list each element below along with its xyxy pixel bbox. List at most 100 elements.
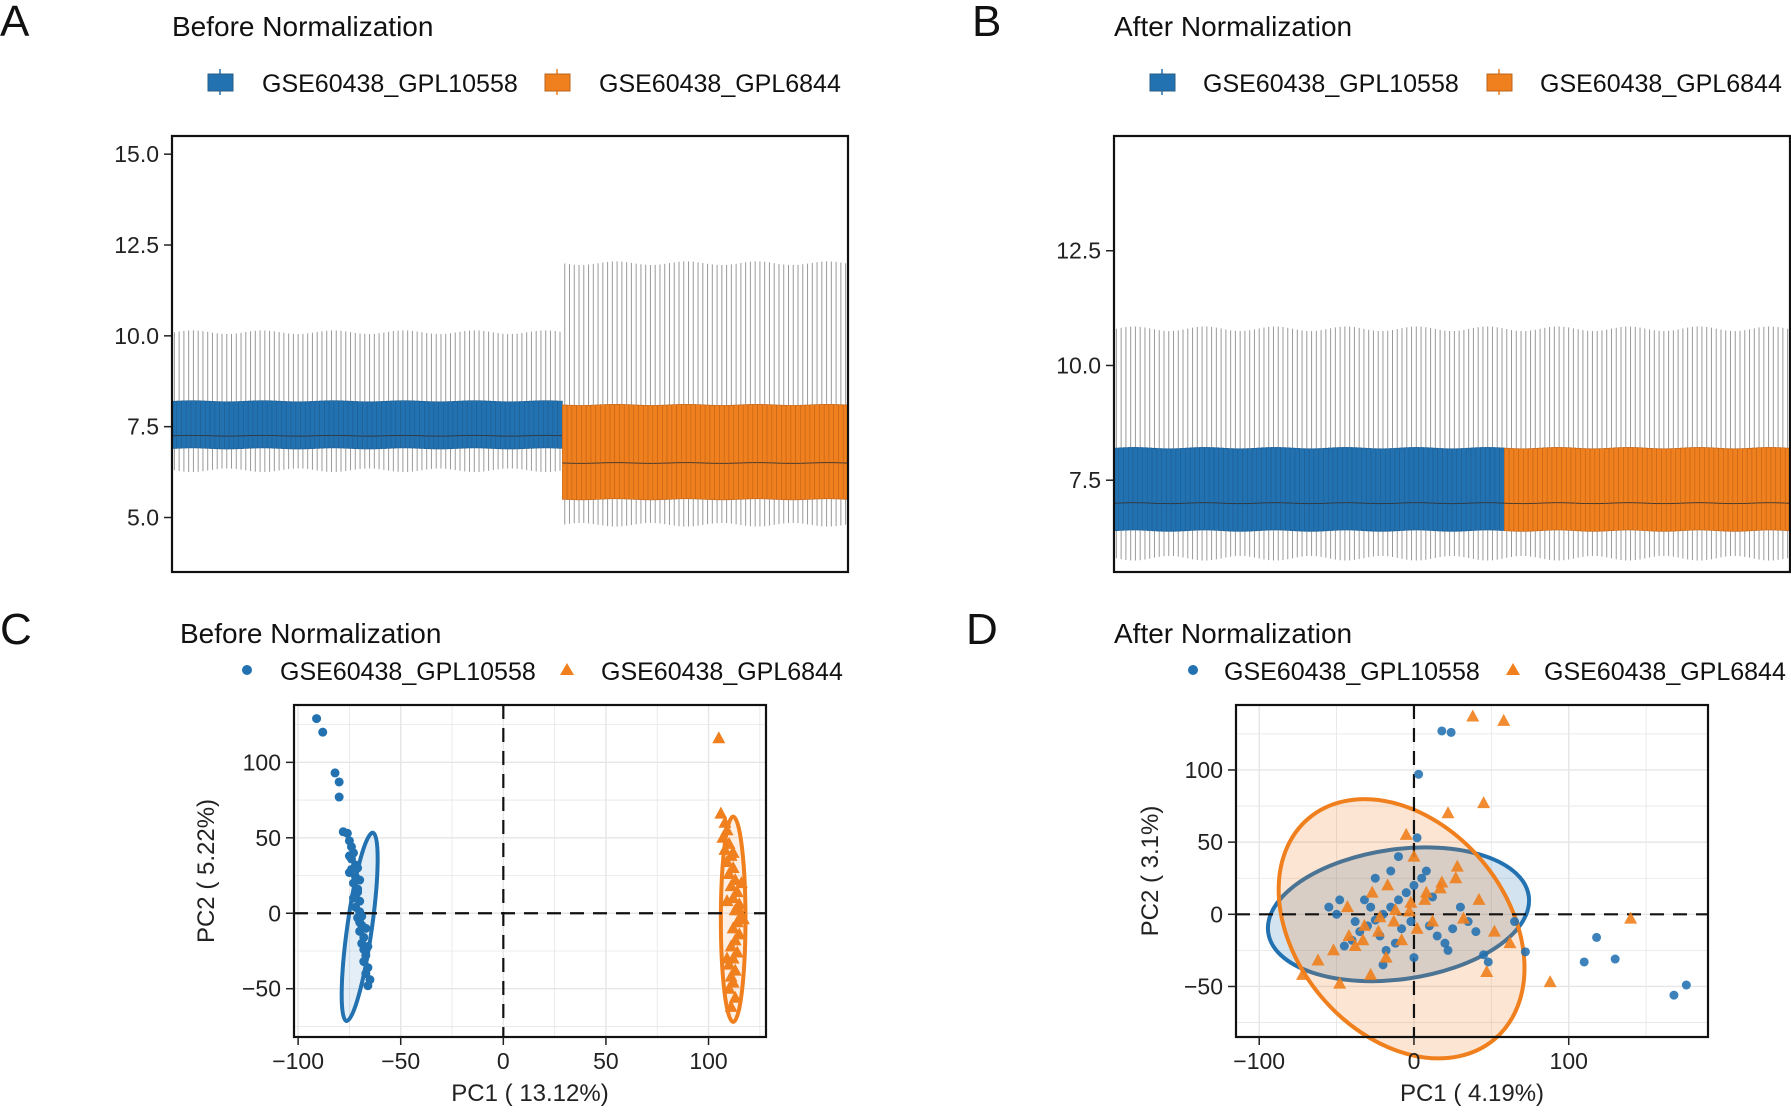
- b-iqr: [1270, 447, 1277, 531]
- a-iqr: [181, 400, 187, 449]
- a-box-1-14: [628, 262, 635, 526]
- d-point-1-38: [1365, 885, 1379, 898]
- b-box-0-81: [1499, 328, 1505, 559]
- b-iqr: [1723, 448, 1729, 532]
- a-box-0-33: [328, 330, 335, 473]
- b-box-1-36: [1675, 329, 1681, 558]
- a-iqr: [471, 400, 477, 449]
- b-iqr: [1546, 447, 1553, 531]
- a-iqr: [333, 400, 339, 449]
- a-box-1-58: [838, 262, 844, 526]
- b-box-1-41: [1699, 326, 1705, 561]
- a-iqr: [776, 404, 782, 500]
- a-iqr: [657, 404, 663, 501]
- a-box-0-22: [276, 332, 282, 471]
- b-box-0-11: [1166, 331, 1172, 556]
- b-iqr: [1299, 448, 1305, 532]
- a-iqr: [747, 404, 754, 500]
- a-iqr: [762, 404, 768, 500]
- legend-c-label-series2: GSE60438_GPL6844: [601, 658, 843, 686]
- b-iqr: [1199, 447, 1205, 531]
- a-box-1-45: [776, 263, 782, 525]
- d-point-1-14: [1326, 943, 1340, 956]
- a-iqr: [733, 404, 739, 500]
- a-iqr: [447, 401, 454, 450]
- d-point-1-21: [1410, 921, 1424, 934]
- a-iqr: [557, 400, 563, 449]
- a-iqr: [281, 401, 287, 449]
- a-box-0-12: [228, 333, 235, 469]
- a-box-1-1: [566, 264, 573, 524]
- d-point-1-9: [1404, 895, 1418, 908]
- b-box-0-39: [1299, 330, 1305, 557]
- b-iqr: [1185, 447, 1191, 531]
- b-box-0-40: [1304, 330, 1310, 557]
- b-box-0-41: [1308, 331, 1315, 556]
- a-box-0-35: [338, 330, 344, 472]
- b-box-0-47: [1337, 326, 1343, 561]
- a-iqr: [404, 400, 411, 449]
- b-iqr: [1475, 447, 1481, 531]
- d-point-0-29: [1350, 917, 1360, 927]
- b-iqr: [1513, 448, 1519, 532]
- d-point-0-1: [1446, 727, 1456, 737]
- a-iqr: [752, 404, 758, 500]
- b-box-1-52: [1751, 328, 1757, 559]
- b-box-1-22: [1608, 328, 1615, 559]
- b-box-1-3: [1518, 331, 1524, 556]
- b-iqr: [1470, 447, 1477, 531]
- b-iqr: [1680, 447, 1686, 531]
- a-box-1-17: [642, 264, 649, 524]
- d-point-0-9: [1610, 954, 1620, 964]
- legend-d: GSE60438_GPL10558 GSE60438_GPL6844: [1188, 658, 1786, 686]
- b-iqr: [1523, 448, 1529, 532]
- a-iqr: [200, 400, 206, 449]
- b-box-1-54: [1761, 326, 1767, 561]
- b-box-0-60: [1399, 328, 1405, 559]
- b-box-0-74: [1465, 328, 1472, 559]
- b-iqr: [1218, 447, 1224, 531]
- b-iqr: [1266, 447, 1272, 531]
- b-box-1-18: [1589, 331, 1596, 556]
- legend-b-label-series1: GSE60438_GPL10558: [1203, 70, 1459, 98]
- c-point-1-29: [722, 981, 736, 994]
- b-iqr: [1627, 447, 1634, 531]
- panel-b: B After Normalization GSE60438_GPL10558 …: [972, 0, 1791, 574]
- a-iqr: [324, 400, 330, 449]
- b-box-0-65: [1423, 327, 1429, 560]
- legend-b: GSE60438_GPL10558 GSE60438_GPL6844: [1149, 69, 1782, 98]
- b-iqr: [1385, 448, 1391, 532]
- a-iqr: [347, 400, 354, 449]
- a-iqr: [595, 404, 601, 500]
- b-box-1-40: [1694, 326, 1700, 561]
- a-box-1-5: [585, 264, 592, 524]
- b-iqr: [1342, 447, 1348, 531]
- a-iqr: [523, 400, 530, 449]
- d-point-1-31: [1371, 924, 1385, 937]
- b-box-0-58: [1389, 330, 1396, 557]
- c-point-0-31: [363, 981, 373, 991]
- c-xlabel: PC1 ( 13.12%): [451, 1080, 608, 1107]
- a-iqr: [219, 401, 225, 450]
- d-point-1-23: [1456, 911, 1470, 924]
- b-iqr: [1708, 447, 1715, 531]
- c-point-1-4: [716, 830, 730, 843]
- a-iqr: [366, 401, 373, 450]
- legend-d-marker-series1: [1188, 665, 1198, 675]
- a-iqr: [376, 401, 382, 450]
- a-iqr: [190, 400, 197, 449]
- a-box-1-53: [814, 262, 820, 526]
- b-box-0-22: [1218, 328, 1224, 559]
- b-box-1-25: [1623, 326, 1629, 561]
- b-iqr: [1718, 448, 1724, 532]
- a-box-0-9: [214, 333, 220, 470]
- d-point-0-41: [1370, 873, 1380, 883]
- a-iqr: [676, 404, 682, 500]
- b-box-1-47: [1727, 330, 1734, 557]
- b-iqr: [1375, 448, 1381, 532]
- a-box-0-43: [376, 333, 382, 470]
- d-point-0-43: [1409, 953, 1419, 963]
- a-box-0-34: [333, 330, 339, 473]
- a-box-0-38: [352, 332, 358, 470]
- a-box-1-54: [819, 261, 825, 527]
